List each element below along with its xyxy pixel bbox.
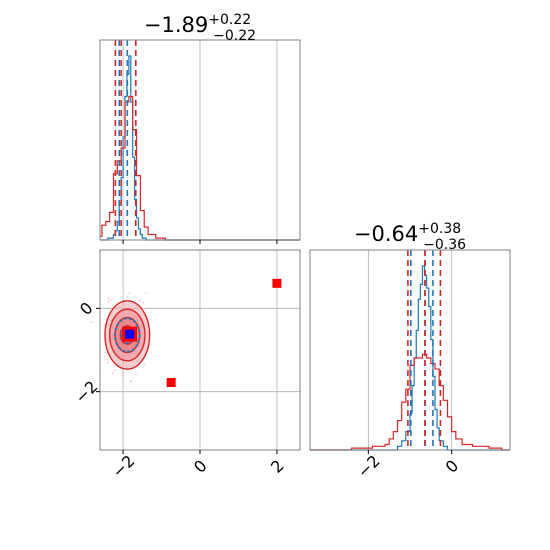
sample-point	[90, 321, 93, 324]
histogram-series-1	[100, 95, 300, 241]
contour-blue-level	[114, 317, 141, 353]
x-tick-label: −2	[354, 451, 384, 481]
y-tick-label: 0	[76, 298, 97, 319]
histogram-series-0	[310, 265, 510, 451]
x-tick-label: 0	[442, 456, 463, 477]
x-tick-label: −2	[108, 451, 138, 481]
sample-point	[144, 291, 147, 294]
sample-point	[121, 374, 124, 377]
sample-point	[143, 363, 146, 366]
sample-point	[141, 301, 144, 304]
sample-point	[135, 373, 138, 376]
sample-point	[103, 351, 106, 354]
sample-point	[109, 298, 112, 301]
panel-scatter-contour: −2 0 2 −2 0	[71, 249, 301, 481]
marker-square	[166, 378, 176, 387]
histogram-series-1	[310, 353, 510, 451]
marker-square	[125, 329, 135, 339]
sample-point	[106, 358, 109, 361]
sample-point	[122, 371, 125, 374]
sample-point	[126, 295, 129, 297]
sample-point	[107, 296, 110, 299]
x-tick-label: 0	[190, 456, 211, 477]
sample-point	[128, 292, 130, 295]
sample-point	[103, 324, 106, 327]
sample-point	[111, 371, 114, 374]
panel-hist-param-2: −2 0 −0.64+0.38 −0.36	[309, 221, 511, 481]
y-tick-label: −2	[71, 377, 101, 407]
sample-point	[139, 299, 141, 302]
panel-frame	[309, 249, 511, 451]
sample-point	[130, 380, 133, 383]
marker-square	[272, 278, 282, 288]
sample-point	[113, 365, 116, 368]
sample-point	[107, 300, 110, 303]
sample-point	[107, 362, 109, 364]
sample-point	[114, 369, 117, 372]
title-param-2: −0.64+0.38 −0.36	[354, 221, 466, 253]
x-tick-label: 2	[267, 456, 288, 477]
title-param-1: −1.89+0.22 −0.22	[144, 12, 256, 44]
panel-hist-param-1: −1.89+0.22 −0.22	[99, 12, 301, 244]
